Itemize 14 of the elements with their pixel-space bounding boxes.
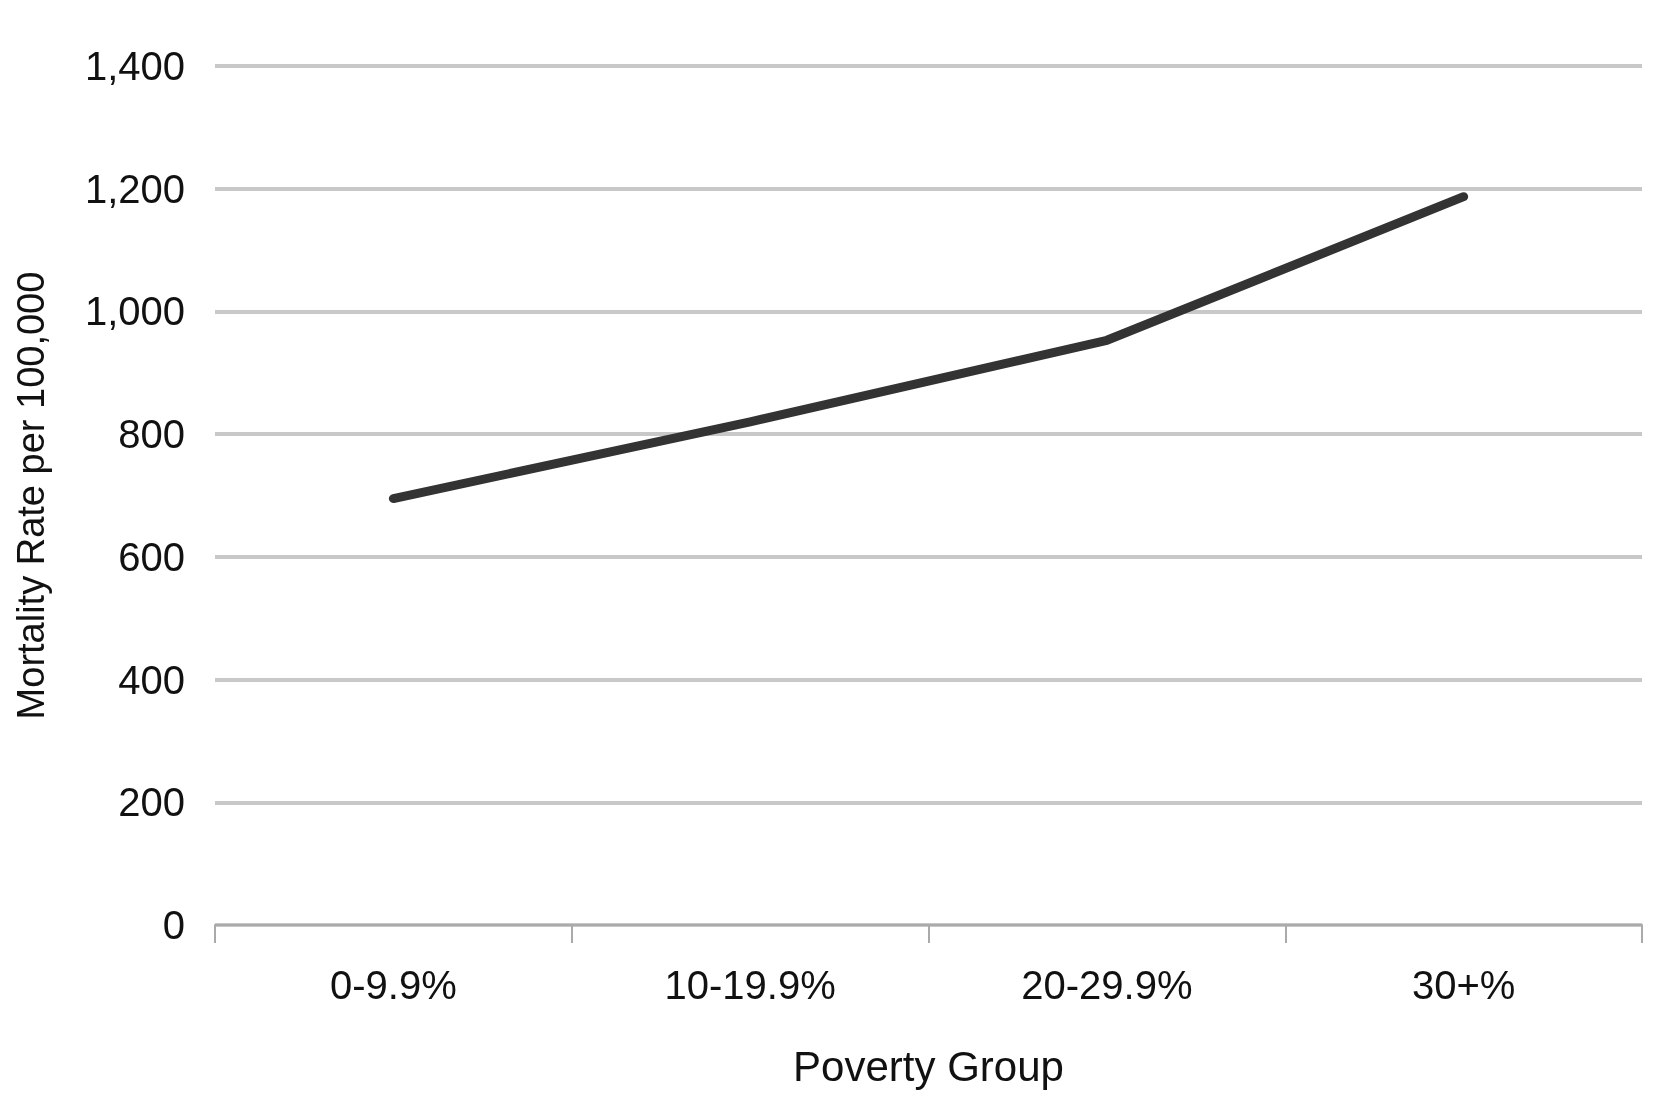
y-tick-label: 1,000	[84, 289, 185, 334]
x-tick-label: 0-9.9%	[330, 963, 457, 1007]
y-tick-label: 200	[118, 780, 185, 825]
x-tick-label: 20-29.9%	[1021, 963, 1193, 1007]
y-tick-label: 1,400	[84, 44, 185, 88]
y-tick-label: 800	[118, 412, 185, 457]
x-tick-label: 10-19.9%	[664, 963, 836, 1007]
y-tick-label: 400	[118, 657, 185, 702]
x-tick-label: 30+%	[1411, 963, 1516, 1007]
y-tick-label: 0	[162, 903, 185, 947]
x-axis-title: Poverty Group	[793, 1042, 1064, 1090]
y-tick-label: 1,200	[84, 166, 185, 211]
y-axis-title: Mortality Rate per 100,000	[10, 271, 52, 720]
y-tick-label: 600	[118, 534, 185, 579]
